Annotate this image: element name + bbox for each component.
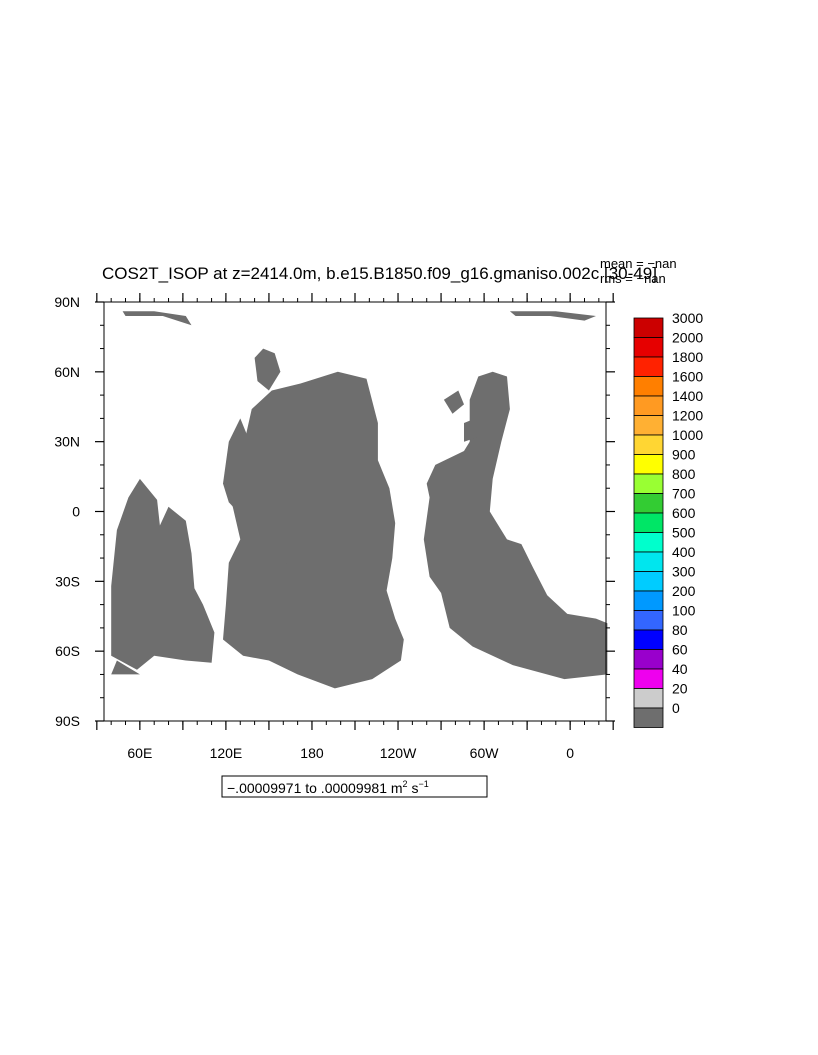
range-note-sup2: −1	[418, 779, 428, 789]
data-regions	[111, 311, 608, 689]
colorbar-swatch	[633, 395, 664, 416]
chart-title: COS2T_ISOP at z=2414.0m, b.e15.B1850.f09…	[102, 264, 657, 283]
colorbar: 3000200018001600140012001000900800700600…	[633, 310, 703, 728]
y-tick-label: 90S	[55, 713, 80, 729]
colorbar-swatch	[633, 415, 664, 436]
colorbar-label: 400	[672, 544, 696, 560]
colorbar-label: 300	[672, 564, 696, 580]
colorbar-label: 500	[672, 525, 696, 541]
data-region-10	[122, 311, 192, 326]
colorbar-swatch	[633, 707, 664, 728]
data-region-7	[443, 390, 464, 414]
range-note-box: −.00009971 to .00009981 m2 s−1	[221, 775, 488, 798]
data-region-1	[223, 371, 404, 689]
colorbar-swatch	[633, 317, 664, 338]
colorbar-label: 1600	[672, 369, 703, 385]
data-region-5	[464, 418, 479, 442]
colorbar-label: 1000	[672, 427, 703, 443]
map-plot-area: 60E 120E 180 120W 60W 0 90N 60N 30N 0 30S 60S 90S	[54, 293, 615, 761]
colorbar-label: 200	[672, 583, 696, 599]
colorbar-swatch	[633, 512, 664, 533]
x-tick-label: 0	[566, 745, 574, 761]
colorbar-label: 40	[672, 661, 688, 677]
colorbar-swatch	[633, 434, 664, 455]
data-region-9	[111, 660, 140, 675]
range-note-frame	[221, 775, 488, 798]
range-note-unit: s	[408, 780, 419, 796]
mean-stat: mean = −nan	[600, 256, 677, 271]
colorbar-swatch	[633, 454, 664, 475]
y-tick-label: 0	[72, 504, 80, 520]
colorbar-swatch	[633, 571, 664, 592]
data-region-8	[174, 623, 189, 652]
colorbar-label: 900	[672, 447, 696, 463]
range-note: −.00009971 to .00009981 m2 s−1	[227, 779, 429, 796]
data-region-3	[223, 418, 255, 512]
colorbar-swatch	[633, 649, 664, 670]
y-tick-label: 30N	[54, 434, 80, 450]
colorbar-swatch	[633, 376, 664, 397]
colorbar-swatch	[633, 473, 664, 494]
colorbar-swatch	[633, 629, 664, 650]
colorbar-label: 800	[672, 466, 696, 482]
colorbar-swatch	[633, 551, 664, 572]
colorbar-swatch	[633, 337, 664, 358]
colorbar-label: 1200	[672, 408, 703, 424]
colorbar-label: 2000	[672, 330, 703, 346]
colorbar-swatch	[633, 610, 664, 631]
data-region-0	[111, 478, 215, 670]
range-note-sup1: 2	[403, 779, 408, 789]
colorbar-label: 1800	[672, 349, 703, 365]
range-note-text: −.00009971 to .00009981 m	[227, 780, 403, 796]
data-region-11	[509, 311, 596, 321]
colorbar-swatch	[633, 688, 664, 709]
y-tick-label: 30S	[55, 573, 80, 589]
x-tick-label: 180	[300, 745, 324, 761]
data-region-4	[283, 562, 298, 591]
colorbar-swatch	[633, 532, 664, 553]
colorbar-swatch	[633, 493, 664, 514]
colorbar-label: 60	[672, 642, 688, 658]
data-region-6	[254, 348, 281, 391]
x-tick-label: 60E	[127, 745, 152, 761]
colorbar-label: 1400	[672, 388, 703, 404]
colorbar-label: 80	[672, 622, 688, 638]
colorbar-label: 0	[672, 700, 680, 716]
y-tick-label: 60N	[54, 364, 80, 380]
y-tick-label: 60S	[55, 643, 80, 659]
x-tick-label: 120E	[210, 745, 243, 761]
colorbar-swatch	[633, 590, 664, 611]
rms-stat: rms = −nan	[600, 271, 666, 286]
colorbar-swatch	[633, 668, 664, 689]
colorbar-label: 3000	[672, 310, 703, 326]
colorbar-label: 20	[672, 681, 688, 697]
data-region-2	[423, 371, 608, 680]
y-tick-label: 90N	[54, 294, 80, 310]
colorbar-label: 600	[672, 505, 696, 521]
colorbar-swatch	[633, 356, 664, 377]
axes: 60E 120E 180 120W 60W 0 90N 60N 30N 0 30S 60S 90S	[54, 293, 615, 761]
x-tick-label: 60W	[470, 745, 500, 761]
x-tick-label: 120W	[380, 745, 417, 761]
colorbar-label: 700	[672, 486, 696, 502]
colorbar-label: 100	[672, 603, 696, 619]
